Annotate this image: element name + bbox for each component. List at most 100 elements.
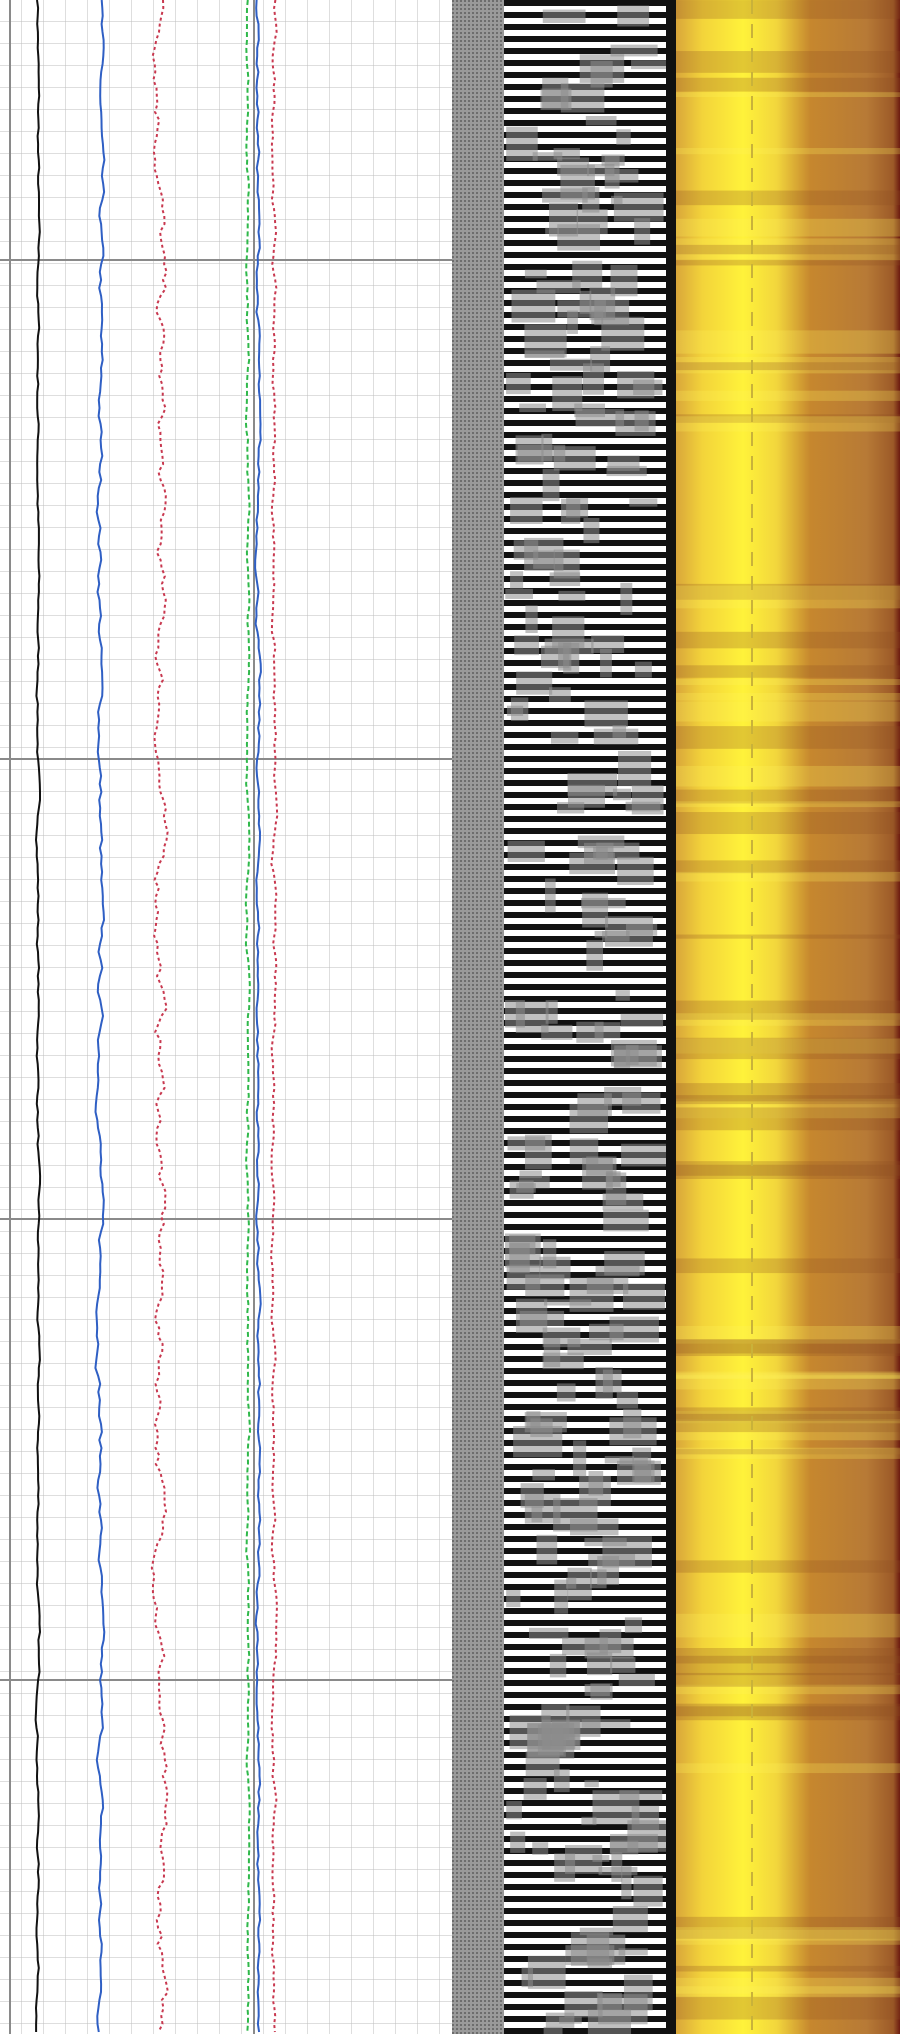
noise-patch [536, 280, 581, 294]
color-bands [676, 0, 900, 2020]
noise-patch [617, 5, 650, 27]
noise-patch [509, 1243, 530, 1274]
noise-patch [621, 1143, 668, 1167]
noise-patch [619, 1790, 663, 1801]
color-band [676, 1447, 900, 1459]
noise-patch [520, 1483, 544, 1508]
noise-patch [618, 1673, 655, 1687]
noise-patch [584, 1638, 634, 1659]
noise-patch [602, 1193, 644, 1211]
noise-patch [581, 1719, 631, 1728]
noise-patch [588, 1554, 636, 1567]
noise-patch [561, 498, 581, 524]
log-curve [254, 0, 262, 2033]
noise-patch [550, 731, 579, 744]
noise-patch [554, 1579, 569, 1614]
noise-patch [539, 1256, 571, 1280]
noise-patch [506, 1801, 522, 1820]
noise-patch [610, 44, 658, 57]
noise-patch [510, 571, 524, 589]
noise-patch [594, 1022, 621, 1039]
color-band [676, 1977, 900, 1998]
color-band [676, 1373, 900, 1379]
color-band [676, 1613, 900, 1638]
color-band [676, 934, 900, 939]
noise-patch [506, 372, 531, 395]
noise-patch [613, 192, 664, 222]
noise-patch [579, 54, 625, 83]
color-band [676, 1413, 900, 1433]
noise-patch [604, 1455, 635, 1464]
noise-patch [598, 1866, 638, 1876]
noise-patch [511, 289, 556, 323]
noise-patch [542, 1352, 584, 1370]
color-band [676, 631, 900, 649]
noise-patch [536, 1534, 558, 1565]
noise-patch [567, 784, 606, 808]
noise-patch [505, 588, 533, 599]
noise-patch [514, 635, 540, 656]
color-band [676, 390, 900, 401]
noise-patch [621, 1865, 632, 1900]
color-band [676, 679, 900, 686]
noise-patch [600, 648, 612, 678]
color-band [676, 1164, 900, 1176]
noise-patch [570, 1518, 619, 1536]
noise-patch [556, 1383, 576, 1402]
log-curve [244, 0, 252, 2033]
noise-patch [625, 923, 658, 936]
noise-patch [531, 1506, 543, 1523]
noise-patch [532, 1842, 549, 1855]
noise-patch [559, 2016, 582, 2024]
noise-patch [586, 164, 615, 177]
color-band [676, 726, 900, 749]
noise-patch [590, 346, 611, 373]
noise-patch [515, 435, 544, 465]
log-curve [94, 0, 106, 2033]
color-band [676, 1449, 900, 1455]
noise-patch [609, 1417, 657, 1446]
color-band [676, 1000, 900, 1020]
color-band [676, 1339, 900, 1354]
noise-patch [542, 468, 560, 502]
color-band [676, 801, 900, 808]
noise-patch [523, 1777, 547, 1800]
noise-patch [631, 60, 678, 70]
color-band [676, 148, 900, 155]
noise-patch [541, 433, 553, 462]
noise-patch [610, 1657, 636, 1673]
color-band [676, 701, 900, 722]
noise-patch [634, 218, 651, 245]
noise-patch [545, 1000, 558, 1024]
noise-patch [549, 202, 579, 237]
noise-patch [569, 852, 616, 875]
noise-patch [631, 785, 664, 815]
noise-patch [558, 590, 586, 601]
color-band [676, 77, 900, 92]
noise-patch [617, 856, 654, 886]
noise-patch [609, 1316, 659, 1343]
image-noise [505, 0, 678, 2034]
noise-patch [510, 697, 529, 721]
color-band [676, 1655, 900, 1676]
noise-patch [589, 287, 616, 321]
color-band [676, 1258, 900, 1274]
noise-patch [618, 750, 652, 787]
color-band [676, 1038, 900, 1054]
grid [0, 0, 452, 2034]
color-band [676, 1095, 900, 1102]
color-band [676, 356, 900, 374]
noise-patch [544, 1299, 592, 1306]
noise-patch [553, 549, 580, 579]
noise-patch [595, 1366, 613, 1399]
noise-patch [620, 1013, 664, 1027]
noise-patch [507, 840, 545, 862]
noise-patch [616, 1391, 639, 1409]
color-band [676, 1098, 900, 1119]
noise-patch [594, 930, 608, 938]
noise-patch [516, 671, 553, 695]
noise-patch [616, 129, 631, 145]
major-grid [0, 0, 452, 2034]
